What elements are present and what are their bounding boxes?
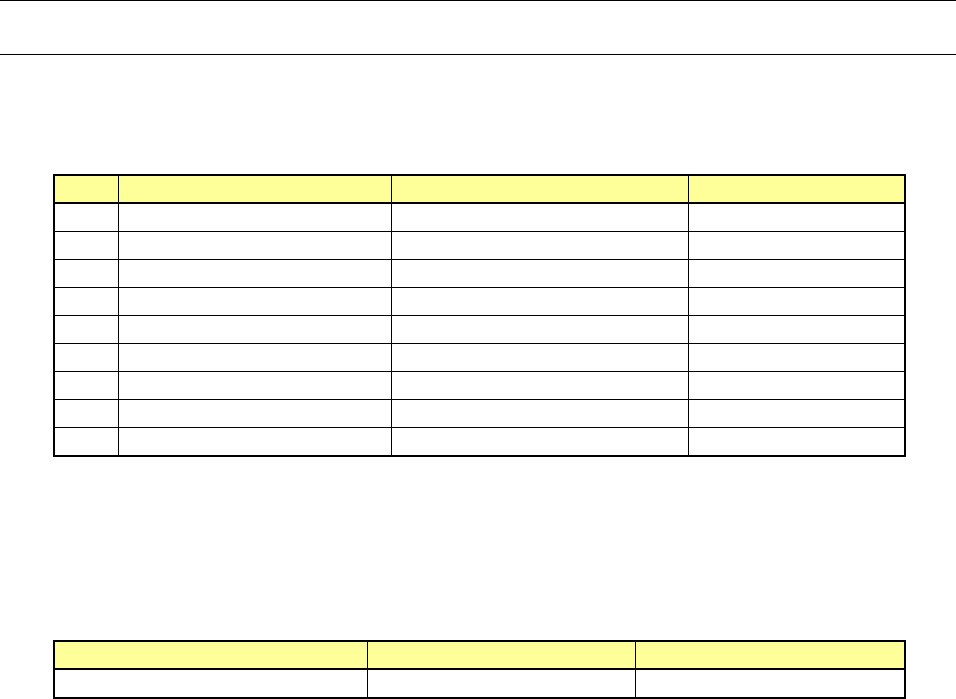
header-cell xyxy=(634,640,906,670)
table-cell[interactable] xyxy=(390,259,689,288)
table-cell[interactable] xyxy=(53,231,119,260)
table-cell[interactable] xyxy=(117,287,392,316)
table-cell[interactable] xyxy=(53,427,119,457)
header-cell xyxy=(53,640,368,670)
table-row xyxy=(53,315,906,344)
data-table-2 xyxy=(53,640,906,699)
table-cell[interactable] xyxy=(117,427,392,457)
table-cell[interactable] xyxy=(687,231,906,260)
table-cell[interactable] xyxy=(53,259,119,288)
table-cell[interactable] xyxy=(687,315,906,344)
table-cell[interactable] xyxy=(53,287,119,316)
table-cell[interactable] xyxy=(390,287,689,316)
header-cell xyxy=(117,174,392,204)
table-cell[interactable] xyxy=(687,202,906,232)
table-row xyxy=(53,259,906,288)
table-row xyxy=(53,668,906,699)
table-cell[interactable] xyxy=(117,231,392,260)
table-row xyxy=(53,287,906,316)
table-cell[interactable] xyxy=(390,315,689,344)
table-cell[interactable] xyxy=(117,259,392,288)
header-cell xyxy=(53,174,119,204)
table-row xyxy=(53,427,906,457)
table-cell[interactable] xyxy=(117,315,392,344)
table-cell[interactable] xyxy=(366,668,636,699)
table-cell[interactable] xyxy=(390,427,689,457)
data-table-1 xyxy=(53,174,906,457)
header-cell xyxy=(366,640,636,670)
table-cell[interactable] xyxy=(53,399,119,428)
table-row xyxy=(53,343,906,372)
table-header-row xyxy=(53,174,906,204)
header-cell xyxy=(390,174,689,204)
table-cell[interactable] xyxy=(117,202,392,232)
table-cell[interactable] xyxy=(687,287,906,316)
table-cell[interactable] xyxy=(390,371,689,400)
table-cell[interactable] xyxy=(53,371,119,400)
table-cell[interactable] xyxy=(117,343,392,372)
table-cell[interactable] xyxy=(53,202,119,232)
table-cell[interactable] xyxy=(390,343,689,372)
table-cell[interactable] xyxy=(53,343,119,372)
table-row xyxy=(53,231,906,260)
table-row xyxy=(53,371,906,400)
table-cell[interactable] xyxy=(634,668,906,699)
table-header-row xyxy=(53,640,906,670)
header-cell xyxy=(687,174,906,204)
table-cell[interactable] xyxy=(687,371,906,400)
table-cell[interactable] xyxy=(687,259,906,288)
table-cell[interactable] xyxy=(687,399,906,428)
table-cell[interactable] xyxy=(390,202,689,232)
table-cell[interactable] xyxy=(390,399,689,428)
table-cell[interactable] xyxy=(117,371,392,400)
table-cell[interactable] xyxy=(390,231,689,260)
table-row xyxy=(53,202,906,232)
table-cell[interactable] xyxy=(117,399,392,428)
table-cell[interactable] xyxy=(53,315,119,344)
table-row xyxy=(53,399,906,428)
table-cell[interactable] xyxy=(687,427,906,457)
header-rule xyxy=(0,54,956,55)
table-cell[interactable] xyxy=(687,343,906,372)
table-cell[interactable] xyxy=(53,668,368,699)
top-rule xyxy=(0,0,956,1)
